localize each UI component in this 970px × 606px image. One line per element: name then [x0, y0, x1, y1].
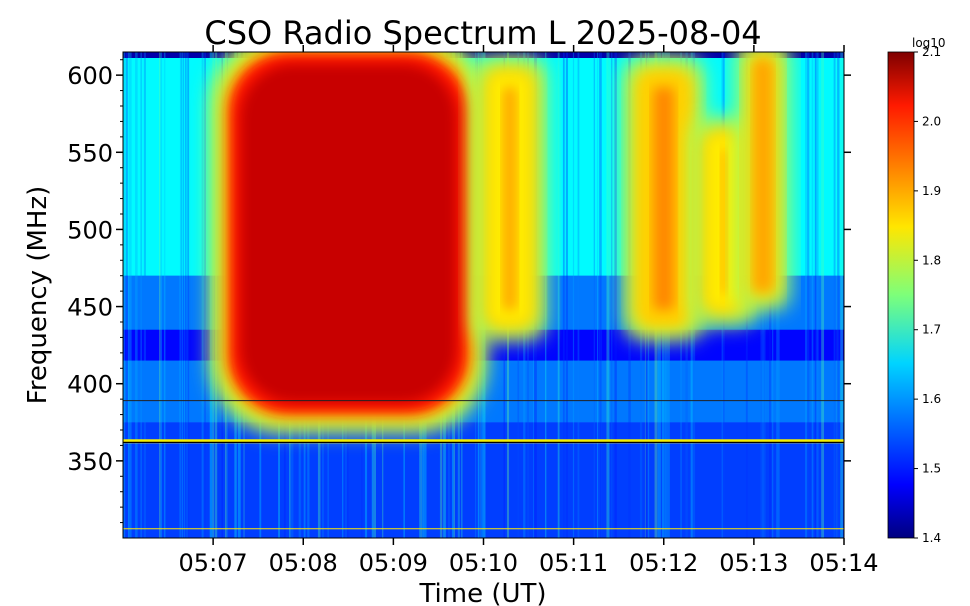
colorbar-tick-label: 1.9: [922, 184, 941, 198]
streak: [836, 52, 840, 538]
x-tick-label: 05:08: [269, 549, 338, 577]
streak: [840, 52, 843, 538]
streak: [163, 52, 166, 538]
feature-late-emission-3: [735, 52, 790, 310]
streak: [184, 52, 186, 538]
streak: [180, 52, 184, 538]
streak: [565, 52, 568, 538]
feature-layer: [653, 87, 675, 311]
streak: [607, 52, 609, 538]
colorbar-tick-label: 2.0: [922, 114, 941, 128]
plot-area: [123, 52, 844, 538]
y-tick-label: 450: [67, 294, 113, 322]
streak: [557, 52, 560, 538]
streak: [811, 52, 814, 538]
x-tick-label: 05:07: [179, 549, 248, 577]
feature-layer: [720, 148, 727, 295]
streak: [135, 52, 138, 538]
streak: [182, 52, 184, 538]
y-tick-label: 550: [67, 139, 113, 167]
y-tick-label: 500: [67, 216, 113, 244]
streak: [187, 52, 190, 538]
streak: [123, 52, 126, 538]
colorbar: log10 1.4 1.5 1.6 1.7 1.8 1.9 2.0 2.1: [887, 36, 946, 545]
streak: [181, 52, 184, 538]
feature-burst-tail: [473, 57, 547, 341]
streak: [807, 52, 810, 538]
streak: [562, 52, 565, 538]
streak: [606, 52, 610, 538]
streak: [599, 52, 602, 538]
colorbar-unit-label: log10: [912, 36, 946, 50]
streak: [614, 52, 617, 538]
streak: [611, 52, 613, 538]
y-axis-label: Frequency (MHz): [23, 186, 53, 405]
colorbar-tick-label: 2.1: [922, 45, 941, 59]
streak: [833, 52, 836, 538]
feature-layer: [240, 64, 457, 403]
streak: [837, 52, 840, 538]
feature-layer: [503, 87, 517, 311]
colorbar-ticks: 1.4 1.5 1.6 1.7 1.8 1.9 2.0 2.1: [914, 45, 941, 545]
x-tick-label: 05:13: [719, 549, 788, 577]
y-axis: 350 400 450 500 550 600: [67, 59, 851, 524]
colorbar-tick-label: 1.8: [922, 253, 941, 267]
streak: [185, 52, 187, 538]
x-tick-label: 05:14: [809, 549, 878, 577]
streak: [143, 52, 146, 538]
y-tick-label: 400: [67, 371, 113, 399]
x-tick-label: 05:09: [359, 549, 428, 577]
streak: [814, 52, 817, 538]
streak: [160, 52, 163, 538]
streak: [572, 52, 575, 538]
streak: [129, 52, 132, 538]
streak: [805, 52, 808, 538]
streak: [128, 52, 130, 538]
streak: [599, 52, 602, 538]
colorbar-tick-label: 1.5: [922, 462, 941, 476]
y-tick-label: 350: [67, 448, 113, 476]
x-tick-label: 05:12: [629, 549, 698, 577]
y-tick-label: 600: [67, 62, 113, 90]
colorbar-tick-label: 1.7: [922, 323, 941, 337]
streak: [140, 52, 143, 538]
streak: [577, 52, 580, 538]
rfi-lines: [123, 400, 844, 530]
streak: [816, 52, 819, 538]
heatmap-layer: [123, 52, 844, 538]
streak: [821, 52, 825, 538]
x-axis: 05:07 05:08 05:09 05:10 05:11 05:12 05:13 05:14: [179, 45, 879, 577]
streak: [201, 52, 204, 538]
feature-layer: [753, 59, 772, 292]
top-edge-band: [123, 52, 844, 58]
streak: [607, 52, 610, 538]
x-tick-label: 05:10: [449, 549, 518, 577]
rfi-band: [123, 439, 844, 444]
x-tick-label: 05:11: [539, 549, 608, 577]
streak: [125, 52, 128, 538]
colorbar-tick-label: 1.4: [922, 531, 941, 545]
streak: [593, 52, 595, 538]
streak: [597, 52, 599, 538]
streak: [179, 52, 183, 538]
feature-late-emission-1: [623, 57, 705, 341]
feature-burst-core: [210, 52, 487, 433]
colorbar-gradient: [887, 51, 915, 539]
streak: [159, 52, 162, 538]
streak: [186, 52, 189, 538]
x-axis-label: Time (UT): [418, 579, 546, 606]
emission-features: [210, 52, 790, 433]
colorbar-tick-label: 1.6: [922, 392, 941, 406]
streak: [204, 52, 206, 538]
